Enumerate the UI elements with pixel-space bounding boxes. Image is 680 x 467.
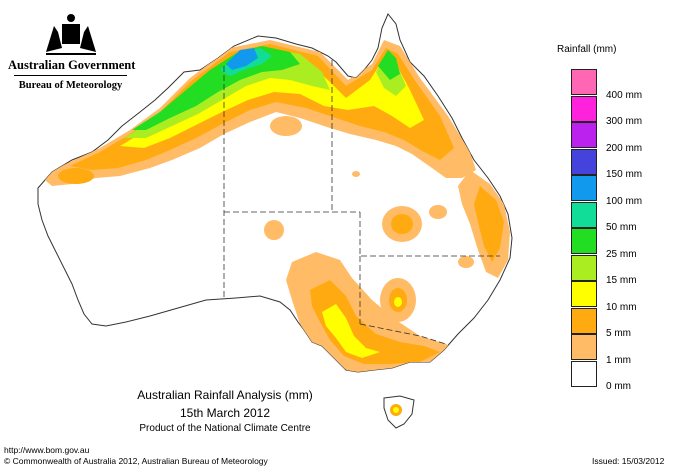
legend-label: 10 mm [606,301,637,313]
legend-label: 300 mm [606,116,643,127]
map-product: Product of the National Climate Centre [139,423,311,434]
legend-swatch [571,281,597,307]
legend-swatch [571,334,597,360]
legend-swatch [571,122,597,148]
rain-area-southeast-yellow [322,304,380,358]
border-sa-qld [359,212,500,257]
rain-area-tasmania-core [393,407,399,413]
rain-area-nw-coast [58,168,94,184]
legend-label: 400 mm [606,89,643,101]
legend-swatch [571,360,597,387]
rain-area-north-yellow [120,50,424,148]
legend-swatch [571,201,597,228]
legend-swatch [571,254,597,281]
legend-label: 25 mm [606,248,637,260]
rain-area-blob-3 [391,214,413,234]
rain-area-north-yellowgreen [124,48,406,138]
legend-label: 15 mm [606,275,637,286]
rainfall-areas [40,40,510,372]
legend-swatch [571,95,597,122]
legend-label: 1 mm [606,354,631,366]
legend-label: 5 mm [606,328,631,339]
rain-area-blob-5 [264,220,284,240]
rain-area-north-sky [226,48,258,70]
coat-of-arms-logo [8,10,133,95]
border-nsw-vic [359,323,447,345]
rain-area-blob-10 [458,256,474,268]
rain-area-blob-4 [429,205,447,219]
legend-label: 100 mm [606,195,643,207]
bureau-of-meteorology-title: Bureau of Meteorology [18,80,123,91]
logo-divider [14,75,127,76]
legend-swatch [571,69,597,95]
legend-label: 50 mm [606,222,637,233]
state-borders [223,60,500,345]
map-title: Australian Rainfall Analysis (mm) [137,388,313,402]
footer-copyright: © Commonwealth of Australia 2012, Austra… [4,456,268,466]
rain-area-east-coast-orange [474,186,504,262]
map-date: 15th March 2012 [179,406,271,420]
australian-government-title: Australian Government [8,58,136,72]
rain-area-blob-1 [270,116,302,136]
legend-swatch [571,148,597,175]
legend-label: 0 mm [606,381,631,392]
rain-area-blob-6 [352,171,360,177]
legend-label: 150 mm [606,169,643,180]
legend-label: 200 mm [606,142,643,154]
legend-swatch [571,175,597,201]
footer-url[interactable]: http://www.bom.gov.au [4,445,90,455]
legend-title: Rainfall (mm) [557,44,617,55]
legend-swatch [571,228,597,254]
rain-area-blob-9 [394,297,402,307]
coat-of-arms-icon [45,14,96,55]
rain-area-north-green [132,46,400,130]
legend-swatch [571,307,597,334]
footer-issued: Issued: 15/03/2012 [592,456,665,466]
